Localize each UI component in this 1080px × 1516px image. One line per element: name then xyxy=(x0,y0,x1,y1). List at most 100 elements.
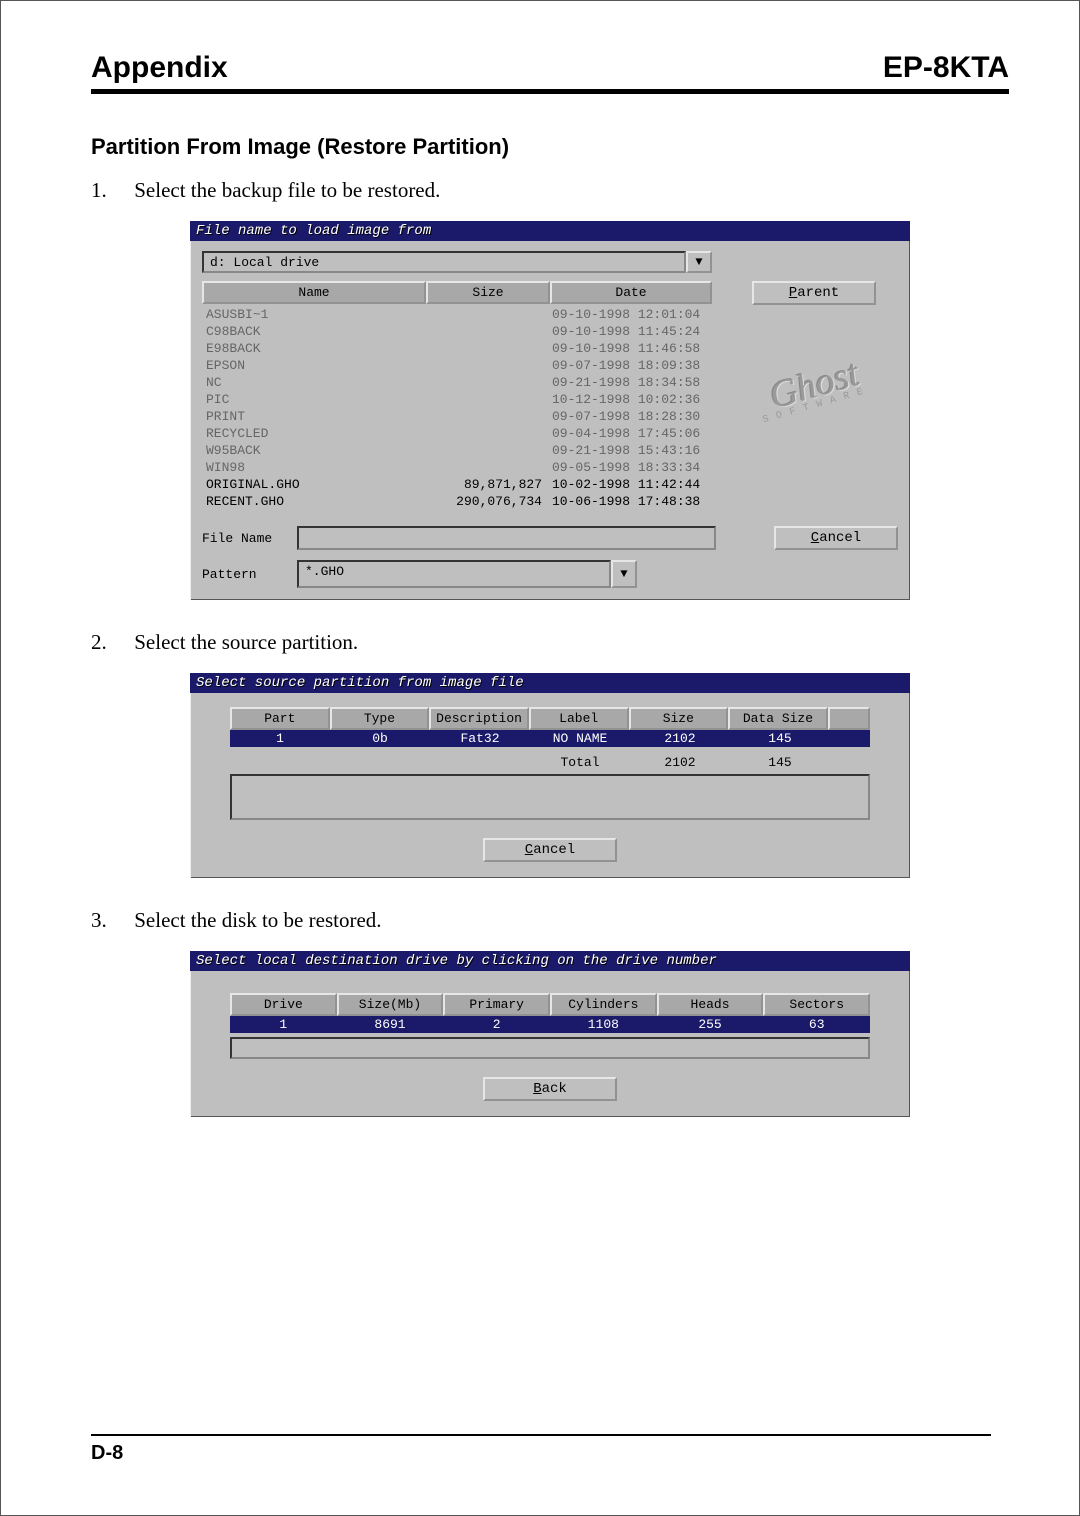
cancel-button[interactable]: Cancel xyxy=(483,838,617,862)
col-datasize[interactable]: Data Size xyxy=(728,707,828,730)
step-2-number: 2. xyxy=(91,630,129,655)
cell-label: NO NAME xyxy=(530,730,630,747)
col-primary[interactable]: Primary xyxy=(443,993,550,1016)
page: Appendix EP-8KTA Partition From Image (R… xyxy=(0,0,1080,1516)
file-size xyxy=(422,374,552,391)
file-name: PIC xyxy=(206,391,422,408)
col-type[interactable]: Type xyxy=(330,707,430,730)
file-date: 09-05-1998 18:33:34 xyxy=(552,459,708,476)
file-size xyxy=(422,391,552,408)
file-row[interactable]: W95BACK09-21-1998 15:43:16 xyxy=(206,442,708,459)
cell-drive: 1 xyxy=(230,1016,337,1033)
step-2-text: Select the source partition. xyxy=(134,630,358,654)
col-date[interactable]: Date xyxy=(550,281,712,304)
col-sizemb[interactable]: Size(Mb) xyxy=(337,993,444,1016)
file-date: 09-10-1998 11:45:24 xyxy=(552,323,708,340)
file-name: ORIGINAL.GHO xyxy=(206,476,422,493)
dialog-2: Select source partition from image file … xyxy=(190,673,910,878)
screenshot-3-wrap: Select local destination drive by clicki… xyxy=(91,951,1009,1117)
file-row[interactable]: PRINT09-07-1998 18:28:30 xyxy=(206,408,708,425)
cell-type: 0b xyxy=(330,730,430,747)
col-size2[interactable]: Size xyxy=(629,707,729,730)
cell-primary: 2 xyxy=(443,1016,550,1033)
back-button[interactable]: Back xyxy=(483,1077,617,1101)
col-label[interactable]: Label xyxy=(529,707,629,730)
file-date: 09-04-1998 17:45:06 xyxy=(552,425,708,442)
col-size[interactable]: Size xyxy=(426,281,550,304)
file-row[interactable]: ORIGINAL.GHO89,871,82710-02-1998 11:42:4… xyxy=(206,476,708,493)
col-desc[interactable]: Description xyxy=(429,707,529,730)
file-name-input[interactable] xyxy=(297,526,716,550)
file-date: 09-21-1998 15:43:16 xyxy=(552,442,708,459)
file-name: RECYCLED xyxy=(206,425,422,442)
pattern-value: *.GHO xyxy=(297,560,611,588)
file-row[interactable]: RECYCLED 09-04-1998 17:45:06 xyxy=(206,425,708,442)
file-row[interactable]: RECENT.GHO290,076,73410-06-1998 17:48:38 xyxy=(206,493,708,510)
col-name[interactable]: Name xyxy=(202,281,426,304)
cell-part: 1 xyxy=(230,730,330,747)
drive-row[interactable]: 1 8691 2 1108 255 63 xyxy=(230,1016,870,1033)
drive-table-header: Drive Size(Mb) Primary Cylinders Heads S… xyxy=(230,993,870,1016)
col-cylinders[interactable]: Cylinders xyxy=(550,993,657,1016)
page-header: Appendix EP-8KTA xyxy=(91,51,1009,94)
section-title: Partition From Image (Restore Partition) xyxy=(91,134,1009,160)
partition-total-row: Total 2102 145 xyxy=(230,755,870,770)
total-data: 145 xyxy=(730,755,830,770)
partition-table: Part Type Description Label Size Data Si… xyxy=(230,707,870,820)
file-date: 09-10-1998 11:46:58 xyxy=(552,340,708,357)
step-1: 1. Select the backup file to be restored… xyxy=(91,178,1009,203)
file-list: Name Size Date ASUSBI~109-10-1998 12:01:… xyxy=(202,281,712,516)
back-button-rest: ack xyxy=(542,1081,567,1097)
step-1-text: Select the backup file to be restored. xyxy=(134,178,440,202)
file-date: 10-02-1998 11:42:44 xyxy=(552,476,708,493)
file-size xyxy=(422,323,552,340)
file-list-rows[interactable]: ASUSBI~109-10-1998 12:01:04C98BACK 09-10-… xyxy=(202,304,712,516)
dialog-1: File name to load image from d: Local dr… xyxy=(190,221,910,600)
file-row[interactable]: WIN98 09-05-1998 18:33:34 xyxy=(206,459,708,476)
file-row[interactable]: E98BACK09-10-1998 11:46:58 xyxy=(206,340,708,357)
partition-table-header: Part Type Description Label Size Data Si… xyxy=(230,707,870,730)
file-date: 09-07-1998 18:09:38 xyxy=(552,357,708,374)
file-row[interactable]: NC09-21-1998 18:34:58 xyxy=(206,374,708,391)
col-drive[interactable]: Drive xyxy=(230,993,337,1016)
chevron-down-icon[interactable]: ▼ xyxy=(611,560,637,588)
file-size xyxy=(422,306,552,323)
dialog-1-titlebar: File name to load image from xyxy=(190,221,910,241)
file-row[interactable]: PIC10-12-1998 10:02:36 xyxy=(206,391,708,408)
cancel-button-rest: ancel xyxy=(819,530,861,546)
file-size xyxy=(422,340,552,357)
col-heads[interactable]: Heads xyxy=(657,993,764,1016)
file-row[interactable]: ASUSBI~109-10-1998 12:01:04 xyxy=(206,306,708,323)
file-name: C98BACK xyxy=(206,323,422,340)
drive-table: Drive Size(Mb) Primary Cylinders Heads S… xyxy=(230,993,870,1059)
cell-size: 2102 xyxy=(630,730,730,747)
file-size xyxy=(422,408,552,425)
drive-empty-area xyxy=(230,1037,870,1059)
file-name: WIN98 xyxy=(206,459,422,476)
col-sectors[interactable]: Sectors xyxy=(763,993,870,1016)
chevron-down-icon[interactable]: ▼ xyxy=(686,251,712,273)
cell-cylinders: 1108 xyxy=(550,1016,657,1033)
cell-heads: 255 xyxy=(657,1016,764,1033)
screenshot-2-wrap: Select source partition from image file … xyxy=(91,673,1009,878)
col-part[interactable]: Part xyxy=(230,707,330,730)
file-size: 290,076,734 xyxy=(422,493,552,510)
total-size: 2102 xyxy=(630,755,730,770)
pattern-combo[interactable]: *.GHO ▼ xyxy=(297,560,637,588)
file-size xyxy=(422,357,552,374)
file-row[interactable]: C98BACK 09-10-1998 11:45:24 xyxy=(206,323,708,340)
partition-row[interactable]: 1 0b Fat32 NO NAME 2102 145 xyxy=(230,730,870,747)
file-row[interactable]: EPSON09-07-1998 18:09:38 xyxy=(206,357,708,374)
ghost-sub: S O F T W A R E xyxy=(762,387,866,427)
file-name: RECENT.GHO xyxy=(206,493,422,510)
parent-button-rest: arent xyxy=(797,285,839,301)
cancel-button[interactable]: Cancel xyxy=(774,526,898,550)
dialog-3: Select local destination drive by clicki… xyxy=(190,951,910,1117)
step-3-text: Select the disk to be restored. xyxy=(134,908,381,932)
parent-button[interactable]: Parent xyxy=(752,281,876,305)
drive-combo[interactable]: d: Local drive ▼ xyxy=(202,251,712,273)
cell-desc: Fat32 xyxy=(430,730,530,747)
cancel-button-rest: ancel xyxy=(533,842,575,858)
col-spacer xyxy=(828,707,870,730)
dialog-3-titlebar: Select local destination drive by clicki… xyxy=(190,951,910,971)
